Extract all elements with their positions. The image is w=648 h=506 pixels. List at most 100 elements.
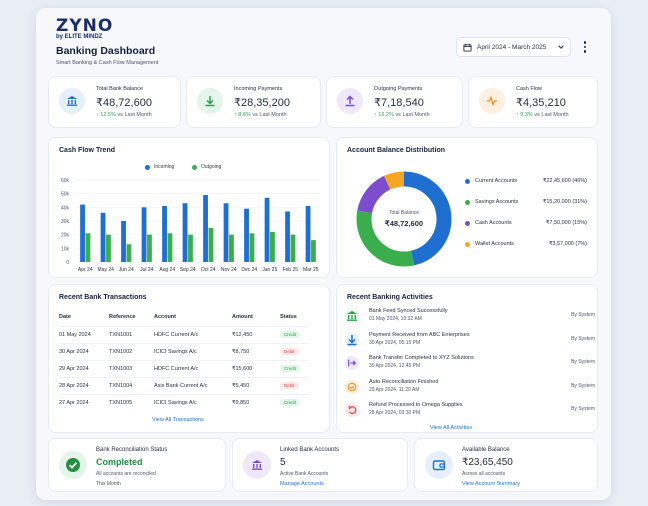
manage-accounts-link[interactable]: Manage Accounts: [280, 481, 324, 487]
table-row[interactable]: 28 Apr 2024 TXN1004 Axis Bank Current A/c ₹…: [59, 376, 309, 394]
date-range-label: April 2024 - March 2025: [477, 43, 547, 51]
bar-outgoing[interactable]: [126, 244, 132, 262]
bar-outgoing[interactable]: [229, 234, 234, 262]
summary-value: 5: [280, 457, 286, 468]
more-options-button[interactable]: [578, 39, 592, 55]
bar-incoming[interactable]: [264, 197, 270, 262]
chevron-down-icon: [558, 45, 565, 49]
summary-card: Available Balance ₹23,65,450 Across all ac…: [414, 438, 598, 492]
account-legend-row: Savings Accounts ₹15,20,000 (31%): [465, 199, 587, 205]
x-tick-label: Apr 24: [78, 267, 93, 273]
bar-incoming[interactable]: [244, 208, 249, 262]
activities-card: Recent Banking Activities Bank Feed Sync…: [336, 284, 598, 433]
kpi-card[interactable]: Total Bank Balance ₹48,72,600 ↑ 12.5% vs L…: [48, 76, 181, 128]
donut-slice[interactable]: [356, 171, 452, 267]
column-header[interactable]: Status: [280, 314, 297, 321]
table-row[interactable]: 27 Apr 2024 TXN1005 ICICI Savings A/c ₹9,85…: [59, 393, 309, 411]
bar-outgoing[interactable]: [270, 231, 275, 262]
date-range-picker[interactable]: April 2024 - March 2025: [456, 37, 571, 57]
bar-outgoing[interactable]: [147, 234, 152, 262]
legend-dot: [465, 220, 470, 226]
column-header[interactable]: Reference: [109, 314, 136, 321]
bar-incoming[interactable]: [80, 204, 85, 262]
bar-incoming[interactable]: [141, 207, 147, 262]
bank-icon: [243, 451, 271, 479]
activity-time: 01 May 2024, 10:32 AM: [369, 316, 422, 322]
activity-item[interactable]: Bank Transfer Completed to XYZ Solutions…: [345, 354, 595, 374]
column-header[interactable]: Account: [154, 314, 176, 321]
summary-value: ₹23,65,450: [462, 457, 513, 468]
activity-item[interactable]: Refund Processed to Omega Supplies 28 Apr…: [345, 401, 595, 421]
column-header[interactable]: Amount: [232, 314, 253, 321]
bar-outgoing[interactable]: [85, 233, 91, 262]
status-badge: Debit: [280, 382, 299, 389]
table-cell: ₹12,450: [232, 325, 280, 343]
bar-incoming[interactable]: [182, 203, 188, 262]
kpi-label: Cash Flow: [516, 86, 542, 92]
upload-icon: [337, 88, 363, 114]
account-value: ₹15,20,000 (31%): [542, 199, 587, 205]
arrow-up-icon: ↑: [234, 112, 239, 118]
transactions-table: Date Reference Account Amount Status 01 May …: [59, 309, 309, 411]
table-row[interactable]: 01 May 2024 TXN1001 HDFC Current A/c ₹12,45…: [59, 325, 309, 343]
account-value: ₹7,50,000 (15%): [545, 220, 587, 226]
bar-incoming[interactable]: [100, 212, 106, 262]
bar-incoming[interactable]: [162, 205, 167, 262]
kpi-change-suffix: vs Last Month: [252, 112, 287, 118]
bar-outgoing[interactable]: [188, 234, 193, 262]
arrow-up-icon: ↑: [96, 112, 101, 118]
bar-outgoing[interactable]: [167, 233, 173, 262]
bar-outgoing[interactable]: [290, 234, 296, 262]
download-icon: [345, 332, 359, 347]
bar-outgoing[interactable]: [249, 233, 255, 262]
table-cell: TXN1004: [109, 376, 154, 394]
account-name: Wallet Accounts: [475, 241, 514, 247]
table-row[interactable]: 30 Apr 2024 TXN1002 ICICI Savings A/c ₹8,75…: [59, 342, 309, 360]
view-all-transactions-link[interactable]: View All Transactions: [152, 417, 204, 423]
view-all-activities-link[interactable]: View All Activities: [430, 425, 473, 431]
y-tick-label: 60k: [61, 178, 70, 184]
brand-logo[interactable]: ZYNO by ELITE MINDZ: [56, 16, 113, 40]
activity-by: By System: [571, 312, 595, 318]
kpi-value: ₹48,72,600: [96, 97, 152, 109]
table-cell: Credit: [280, 325, 309, 343]
bar-incoming[interactable]: [121, 221, 126, 262]
bar-outgoing[interactable]: [311, 240, 316, 262]
activity-by: By System: [571, 335, 595, 342]
kpi-card[interactable]: Cash Flow ₹4,35,210 ↑ 9.3% vs Last Month: [468, 76, 598, 128]
summary-label: Linked Bank Accounts: [280, 447, 340, 453]
activity-time: 29 Apr 2024, 11:20 AM: [369, 386, 420, 393]
x-tick-label: Nov 24: [221, 267, 237, 273]
view-account-summary-link[interactable]: View Account Summary: [462, 481, 520, 487]
summary-card: Linked Bank Accounts 5 Active Bank Account…: [232, 438, 408, 492]
arrow-up-icon: ↑: [516, 112, 521, 118]
transactions-title: Recent Bank Transactions: [59, 294, 147, 301]
bar-incoming[interactable]: [203, 195, 208, 262]
bar-incoming[interactable]: [305, 205, 311, 262]
kpi-card[interactable]: Incoming Payments ₹28,35,200 ↑ 8.6% vs Las…: [186, 76, 321, 128]
donut-slice[interactable]: [356, 171, 452, 267]
x-tick-label: Sep 24: [180, 267, 196, 273]
kpi-change: ↑ 16.2% vs Last Month: [374, 112, 430, 118]
bar-incoming[interactable]: [285, 211, 290, 262]
account-legend-row: Wallet Accounts ₹3,57,000 (7%): [465, 241, 587, 247]
column-header[interactable]: Date: [59, 314, 71, 321]
table-cell: Axis Bank Current A/c: [154, 376, 232, 394]
y-tick-label: 50k: [61, 192, 70, 198]
activity-item[interactable]: Payment Received from ABC Enterprises 30 …: [345, 331, 595, 351]
kpi-value: ₹4,35,210: [516, 97, 566, 109]
bar-outgoing[interactable]: [208, 227, 214, 262]
summary-period: This Month: [96, 481, 121, 487]
table-row[interactable]: 29 Apr 2024 TXN1003 HDFC Current A/c ₹15,60…: [59, 359, 309, 377]
account-value: ₹22,45,600 (46%): [542, 178, 587, 184]
table-cell: 01 May 2024: [59, 325, 109, 343]
kpi-change-suffix: vs Last Month: [117, 112, 152, 118]
legend-incoming: Incoming: [145, 164, 174, 170]
bar-outgoing[interactable]: [106, 234, 111, 262]
account-name: Savings Accounts: [475, 199, 519, 205]
activity-time: 30 Apr 2024, 05:15 PM: [369, 339, 421, 346]
bar-incoming[interactable]: [223, 203, 229, 262]
kpi-card[interactable]: Outgoing Payments ₹7,18,540 ↑ 16.2% vs Las…: [326, 76, 463, 128]
activity-item[interactable]: Auto Reconciliation Finished 29 Apr 2024,…: [345, 378, 595, 398]
activity-item[interactable]: Bank Feed Synced Successfully 01 May 2024…: [345, 307, 595, 327]
